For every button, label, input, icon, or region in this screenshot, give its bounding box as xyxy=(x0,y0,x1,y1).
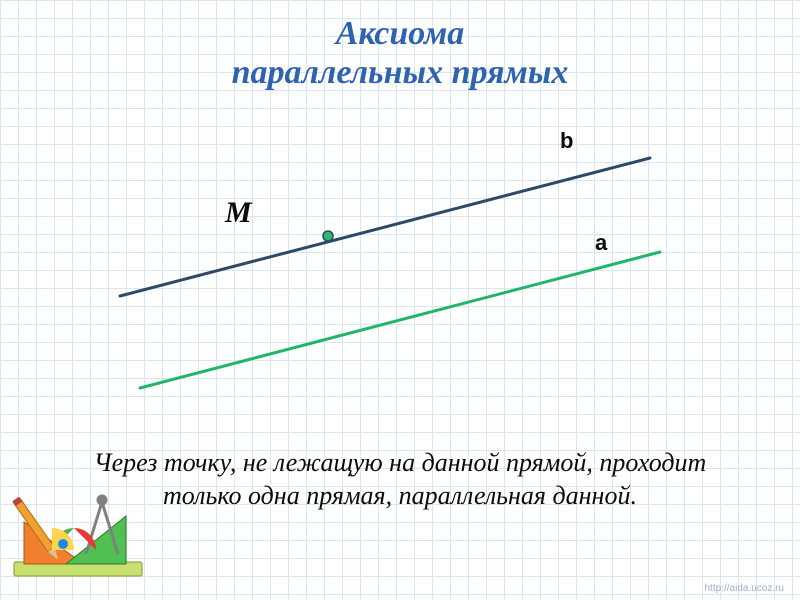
slide: Аксиома параллельных прямых b a М Через … xyxy=(0,0,800,600)
line-a-seg xyxy=(140,252,660,388)
label-b: b xyxy=(560,128,573,154)
theorem-text: Через точку, не лежащую на данной прямой… xyxy=(90,447,710,512)
footer-link: http://aida.ucoz.ru xyxy=(705,583,785,594)
slide-title: Аксиома параллельных прямых xyxy=(0,14,800,92)
label-a: a xyxy=(595,230,607,256)
title-line-2: параллельных прямых xyxy=(232,54,569,91)
point-m xyxy=(323,231,333,241)
line-b-seg xyxy=(120,158,650,296)
tools-decoration xyxy=(6,484,156,594)
label-m: М xyxy=(225,196,252,230)
title-line-1: Аксиома xyxy=(336,15,465,52)
